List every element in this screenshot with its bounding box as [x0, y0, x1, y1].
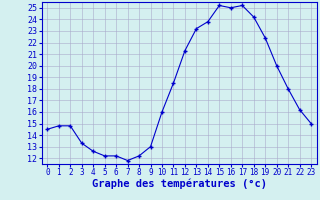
X-axis label: Graphe des températures (°c): Graphe des températures (°c)	[92, 179, 267, 189]
